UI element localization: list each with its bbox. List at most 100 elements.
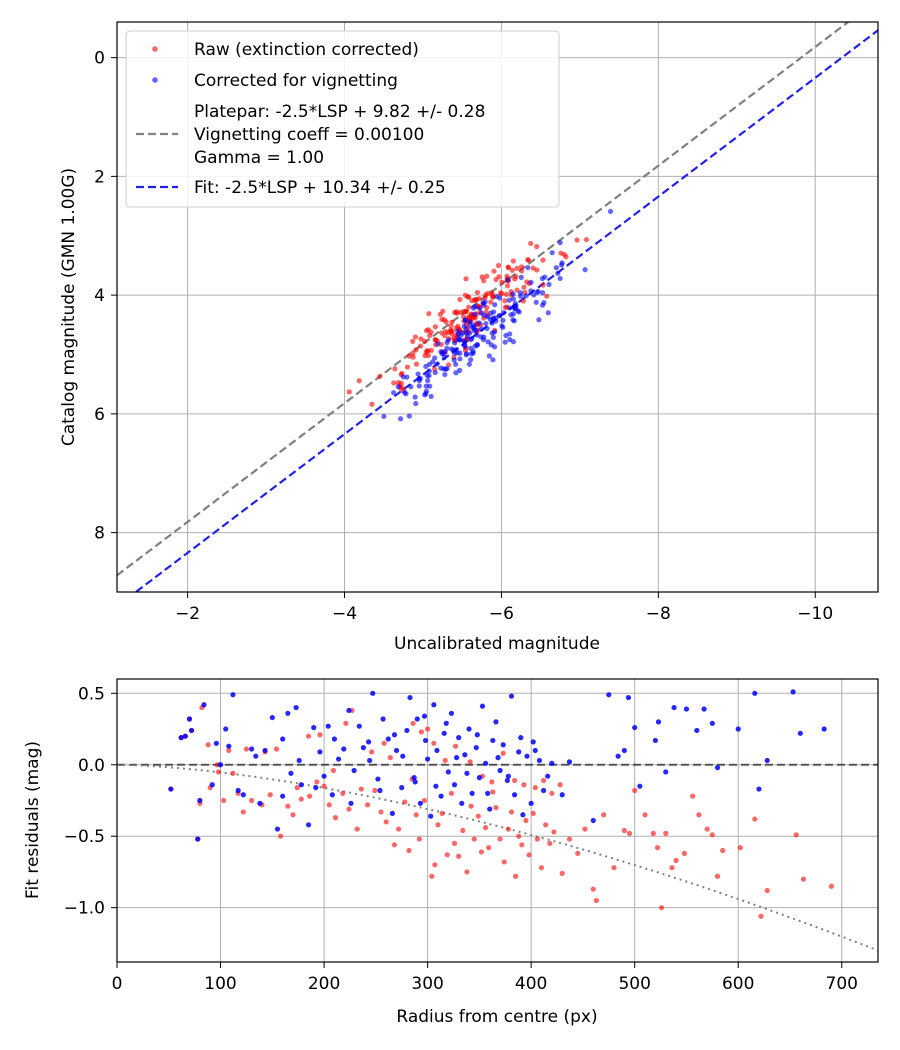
corrected-residual-point [433,783,439,789]
corrected-point [490,334,496,340]
corrected-residual-point [182,733,188,739]
raw-point [418,336,424,342]
corrected-point [557,275,563,282]
corrected-residual-point [209,782,215,788]
corrected-residual-point [540,787,547,794]
raw-residual-point [230,770,236,776]
raw-residual-point [471,836,477,842]
raw-residual-point [793,832,799,838]
raw-point [422,353,428,359]
corrected-point [438,349,444,355]
corrected-point [531,292,537,298]
corrected-point [415,371,421,377]
raw-residual-point [381,740,387,746]
raw-residual-point [505,826,511,832]
legend-box [125,30,560,208]
bottom-y-tick-label: −1.0 [64,899,105,919]
raw-residual-point [654,845,661,851]
corrected-point [539,302,546,308]
corrected-residual-point [606,692,612,698]
corrected-point [397,416,404,422]
corrected-point [468,336,474,343]
raw-residual-point [314,779,320,785]
corrected-residual-point [549,760,555,766]
raw-residual-point [378,809,384,815]
corrected-residual-point [377,787,383,794]
top-y-ticks: 0 2 4 6 8 [94,49,117,544]
corrected-point [557,240,563,246]
raw-point [505,264,511,270]
bottom-plot: 0 100 200 300 400 500 600 700 0.5 0.0 −0.5 −1.0 Ra… [23,678,879,1027]
corrected-point [468,345,474,351]
corrected-residual-point [756,786,762,792]
raw-residual-point [298,796,304,802]
legend-corrected-marker [152,77,158,83]
top-fit-lines [117,22,878,592]
corrected-point [453,370,459,376]
top-legend: Raw (extinction corrected) Corrected for… [125,30,560,208]
platepar-line [117,22,851,577]
raw-residual-point [720,847,726,854]
legend-platepar-line3: Gamma = 1.00 [194,148,324,168]
corrected-residual-point [473,745,479,751]
corrected-point [497,312,503,319]
raw-residual-point [432,862,438,868]
fit-line [134,29,878,592]
top-scatter [346,208,614,422]
top-y-tick-label: 0 [94,49,105,69]
corrected-point [381,413,387,420]
raw-residual-point [511,777,518,784]
raw-residual-point [475,813,481,819]
bottom-x-tick-label: 500 [618,974,650,994]
raw-residual-point [704,826,710,832]
corrected-residual-point [346,707,352,714]
top-y-axis-label: Catalog magnitude (GMN 1.00G) [59,168,79,446]
corrected-point [478,326,485,332]
corrected-point [458,332,464,338]
raw-residual-point [673,857,679,864]
corrected-point [435,341,441,347]
corrected-residual-point [524,753,530,759]
raw-point [461,308,467,315]
corrected-point [476,320,482,326]
raw-residual-point [551,829,557,835]
raw-residual-point [451,840,458,846]
corrected-residual-point [485,790,491,796]
raw-residual-point [519,842,525,848]
corrected-point [487,317,494,323]
corrected-point [462,343,468,350]
corrected-residual-point [422,737,429,744]
bottom-y-tick-label: 0.0 [78,756,105,776]
raw-residual-point [410,720,416,726]
corrected-point [412,394,418,400]
corrected-residual-point [341,746,347,752]
raw-residual-point [669,865,675,871]
corrected-residual-point [701,706,707,712]
raw-point [519,268,525,274]
raw-residual-point [221,797,227,804]
bottom-x-tick-label: 0 [112,974,123,994]
raw-point [534,267,540,273]
corrected-residual-point [186,716,193,722]
corrected-point [518,274,524,280]
corrected-residual-point [240,792,246,798]
corrected-residual-point [226,743,232,749]
corrected-residual-point [655,719,662,725]
raw-point [540,282,546,288]
raw-point [520,298,527,304]
corrected-point [466,361,472,367]
raw-point [442,333,448,339]
corrected-residual-point [490,737,496,744]
raw-residual-point [478,849,485,855]
raw-point [484,273,490,279]
corrected-point [426,368,432,374]
raw-residual-point [549,790,555,796]
corrected-point [510,291,516,297]
corrected-residual-point [469,790,475,796]
top-x-axis-label: Uncalibrated magnitude [394,634,600,654]
corrected-residual-point [474,732,480,738]
corrected-point [507,331,513,337]
corrected-residual-point [764,757,770,764]
corrected-residual-point [391,732,398,738]
